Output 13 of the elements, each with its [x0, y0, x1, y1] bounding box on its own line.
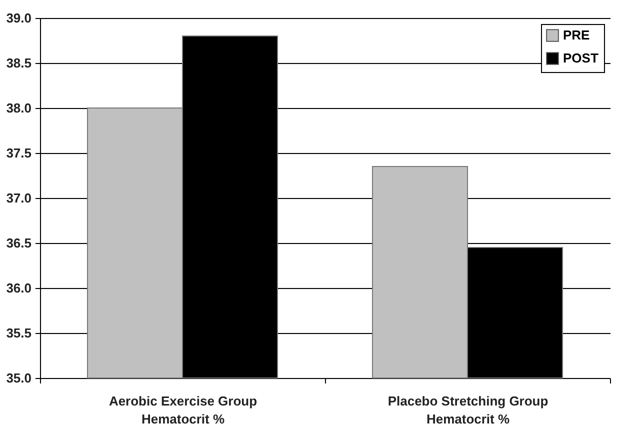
- y-tick-label: 36.5: [6, 236, 32, 250]
- x-tick-label: Placebo Stretching Group Hematocrit %: [388, 394, 548, 426]
- legend-label: POST: [563, 50, 598, 66]
- y-tick-label: 35.5: [6, 326, 32, 340]
- x-tick-label: Aerobic Exercise Group Hematocrit %: [108, 394, 258, 426]
- y-tick-label: 39.0: [6, 10, 32, 26]
- y-tick-label: 36.0: [6, 280, 32, 296]
- y-tick-label: 37.5: [6, 146, 32, 160]
- legend-label: PRE: [563, 28, 590, 42]
- y-tick-label: 35.0: [6, 370, 32, 386]
- y-tick-label: 37.0: [6, 190, 32, 206]
- y-tick-label: 38.0: [6, 100, 32, 116]
- y-tick-label: 38.5: [6, 56, 32, 70]
